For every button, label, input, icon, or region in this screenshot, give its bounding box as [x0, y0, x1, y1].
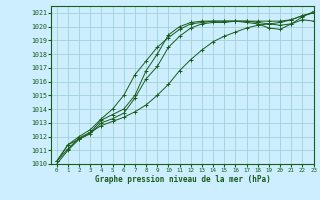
X-axis label: Graphe pression niveau de la mer (hPa): Graphe pression niveau de la mer (hPa) — [94, 175, 270, 184]
